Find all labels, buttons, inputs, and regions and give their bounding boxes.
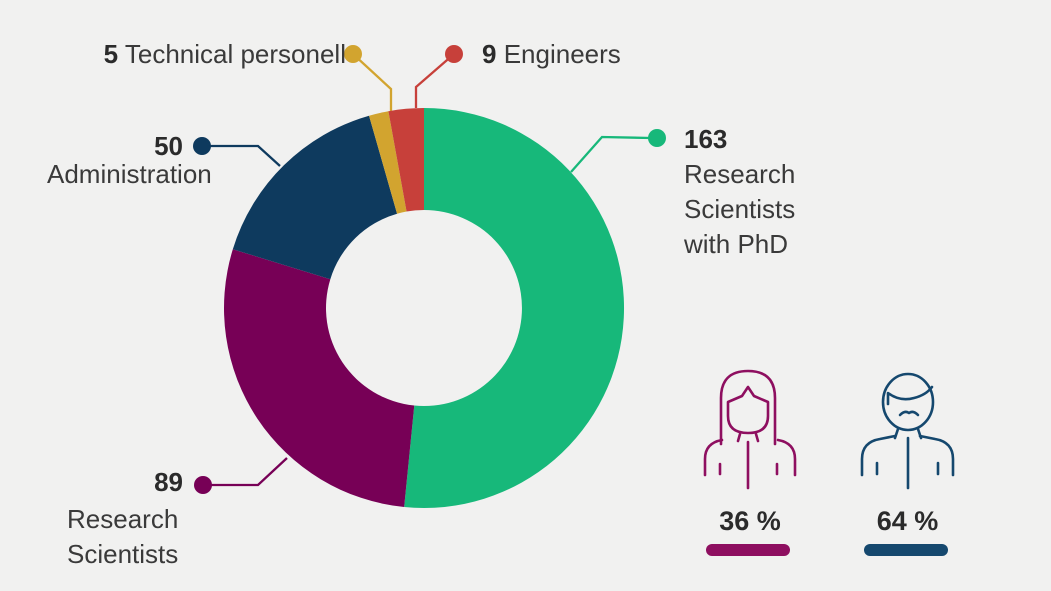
donut-slices [224,107,625,508]
man-arm-ticks [875,461,940,476]
callout-research-scientists-label: Research Scientists [67,502,178,572]
leader-line-technical [352,53,393,111]
callout-administration-number: 50 [154,131,183,161]
dot-technical [344,45,362,63]
slice-administration [232,115,398,280]
leader-line-administration [207,144,281,167]
dot-phd [648,129,666,147]
callout-phd-line1: Research [684,159,796,189]
callout-engineers-number: 9 [482,39,497,69]
female-bar [706,544,790,556]
man-hair [886,385,934,406]
callout-phd: 163 Research Scientists with PhD [684,122,795,262]
leader-line-research-scientists [207,457,288,487]
woman-right-shoulder [776,438,797,477]
man-left-shoulder [860,434,897,477]
callout-rs-line2: Scientists [67,539,179,569]
female-percentage: 36 % [719,506,781,536]
dot-research-scientists [194,476,212,494]
callout-technical-number: 5 [103,39,119,69]
woman-left-shoulder [703,438,724,477]
leader-dots [193,45,666,494]
callout-administration-label: Administration [47,159,212,189]
slice-engineers [388,107,424,212]
callout-engineers: 9 Engineers [482,39,621,69]
callout-engineers-label: Engineers [503,39,621,69]
slice-technical [369,111,407,214]
man-right-shoulder [918,434,955,477]
male-percentage: 64 % [876,506,939,536]
callout-research-scientists-number: 89 [154,467,183,497]
slice-research-scientists [224,249,415,508]
callout-technical-label: Technical personell [124,39,346,69]
leader-line-phd [570,135,652,173]
woman-hair [719,369,777,446]
man-head [881,372,935,432]
male-bar [864,544,948,556]
woman-face [726,385,770,435]
callout-technical: 5 Technical personell [40,39,346,69]
slice-phd [404,108,625,508]
woman-arm-ticks [718,462,779,476]
callout-rs-line1: Research [67,504,179,534]
woman-neck [736,432,760,443]
leader-lines [207,53,652,487]
man-outline-icon [860,372,955,490]
callout-phd-number: 163 [684,124,728,154]
man-mustache [898,410,920,417]
callout-phd-line3: with PhD [684,229,789,259]
woman-outline-icon [703,369,797,490]
callout-phd-line2: Scientists [684,194,796,224]
dot-engineers [445,45,463,63]
dot-administration [193,137,211,155]
leader-line-engineers [414,53,455,108]
